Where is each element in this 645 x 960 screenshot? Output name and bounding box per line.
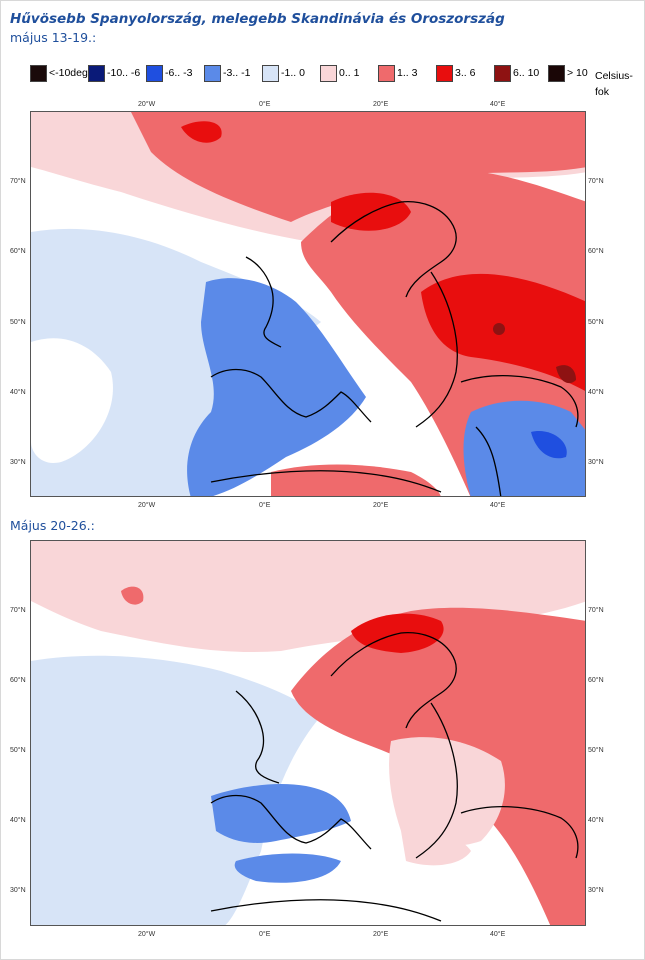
lat-tick: 50°N — [588, 319, 604, 326]
legend-swatch — [262, 64, 279, 82]
lat-tick: 40°N — [10, 389, 26, 396]
legend-item-1: <-10deg — [30, 62, 88, 84]
legend-item-3: -6.. -3 — [146, 62, 192, 84]
lat-tick: 70°N — [588, 178, 604, 185]
lat-tick: 50°N — [10, 747, 26, 754]
legend-label: 3.. 6 — [455, 67, 476, 79]
lon-tick: 20°E — [373, 101, 389, 108]
lat-tick: 40°N — [588, 389, 604, 396]
legend-item-7: 1.. 3 — [378, 62, 417, 84]
legend-swatch — [204, 64, 221, 82]
legend-swatch — [494, 64, 511, 82]
legend-label: > 10 — [567, 67, 588, 79]
lat-tick: 70°N — [10, 607, 26, 614]
legend-item-9: 6.. 10 — [494, 62, 539, 84]
lon-tick: 0°E — [259, 502, 271, 509]
lon-tick: 20°W — [138, 101, 156, 108]
lon-tick: 0°E — [259, 101, 271, 108]
lon-tick: 20°E — [373, 502, 389, 509]
lat-tick: 60°N — [10, 248, 26, 255]
legend-label: <-10deg — [49, 67, 88, 79]
lat-tick: 60°N — [10, 677, 26, 684]
anomaly-map-1 — [30, 111, 586, 497]
lon-tick: 40°E — [490, 931, 506, 938]
legend-label: -10.. -6 — [107, 67, 141, 79]
legend-swatch — [548, 64, 565, 82]
page-title: Hűvösebb Spanyolország, melegebb Skandin… — [10, 11, 505, 27]
map1-subtitle: május 13-19.: — [10, 30, 97, 45]
legend-swatch — [378, 64, 395, 82]
lat-tick: 60°N — [588, 677, 604, 684]
lat-tick: 30°N — [10, 459, 26, 466]
lat-tick: 40°N — [10, 817, 26, 824]
map2-subtitle: Május 20-26.: — [10, 518, 95, 533]
legend-label: 0.. 1 — [339, 67, 360, 79]
legend-label: -3.. -1 — [223, 67, 251, 79]
lat-tick: 30°N — [588, 887, 604, 894]
lat-tick: 30°N — [588, 459, 604, 466]
lat-tick: 70°N — [588, 607, 604, 614]
lon-tick: 20°W — [138, 502, 156, 509]
lon-tick: 0°E — [259, 931, 271, 938]
anomaly-map-1-canvas — [31, 112, 585, 496]
anomaly-map-2-canvas — [31, 541, 585, 925]
legend-swatch — [146, 64, 163, 82]
legend-swatch — [30, 64, 47, 82]
legend-label: -1.. 0 — [281, 67, 305, 79]
lat-tick: 30°N — [10, 887, 26, 894]
legend-label: 6.. 10 — [513, 67, 540, 79]
legend-swatch — [436, 64, 453, 82]
lat-tick: 40°N — [588, 817, 604, 824]
legend-swatch — [320, 64, 337, 82]
lon-tick: 20°E — [373, 931, 389, 938]
legend-item-2: -10.. -6 — [88, 62, 140, 84]
legend-label: -6.. -3 — [165, 67, 193, 79]
legend-swatch — [88, 64, 105, 82]
lon-tick: 40°E — [490, 101, 506, 108]
legend-item-5: -1.. 0 — [262, 62, 305, 84]
legend-item-4: -3.. -1 — [204, 62, 250, 84]
lon-tick: 40°E — [490, 502, 506, 509]
color-legend: <-10deg -10.. -6 -6.. -3 -3.. -1 -1.. 0 … — [30, 62, 633, 102]
legend-item-6: 0.. 1 — [320, 62, 359, 84]
lat-tick: 70°N — [10, 178, 26, 185]
legend-item-8: 3.. 6 — [436, 62, 475, 84]
lon-tick: 20°W — [138, 931, 156, 938]
legend-unit: Celsius-fok — [595, 70, 633, 98]
lat-tick: 60°N — [588, 248, 604, 255]
anomaly-map-2 — [30, 540, 586, 926]
legend-label: 1.. 3 — [397, 67, 418, 79]
lat-tick: 50°N — [10, 319, 26, 326]
lat-tick: 50°N — [588, 747, 604, 754]
legend-item-10: > 10 — [548, 62, 588, 84]
